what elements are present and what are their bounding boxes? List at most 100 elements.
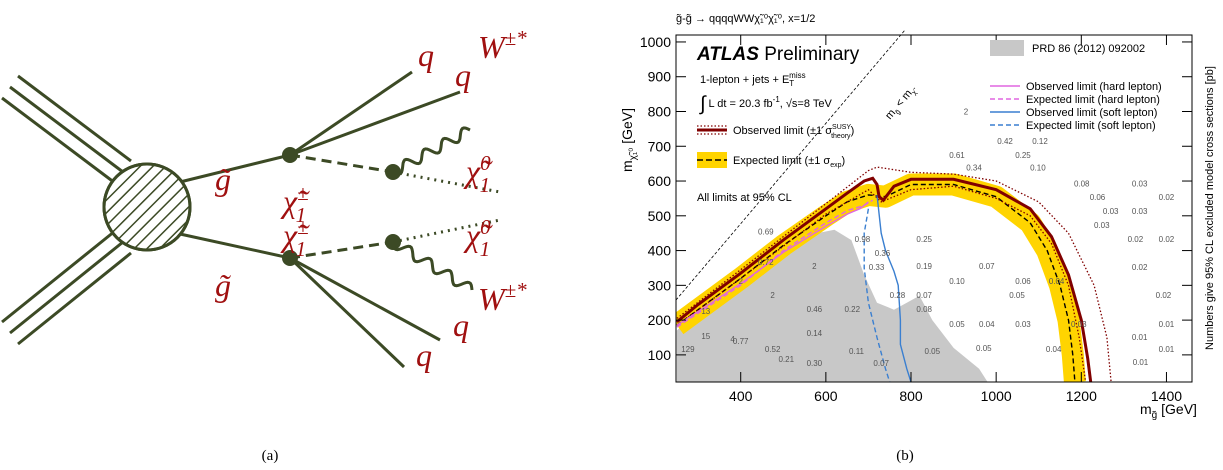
cross-section-label: 0.07 [979,262,995,271]
gluino-line [179,232,291,260]
y-tick-label: 600 [648,173,672,189]
legend-label: Observed limit (soft lepton) [1026,107,1157,119]
cross-section-label: 0.07 [873,359,889,368]
cross-section-label: 0.01 [1159,320,1175,329]
cross-section-label: 0.01 [1133,358,1149,367]
cross-section-label: 0.02 [1159,235,1175,244]
legend-label: Expected limit (soft lepton) [1026,120,1156,132]
legend-text: Observed limit (±1 σ [733,125,832,137]
luminosity-label: ∫ L dt = 20.3 fb-1, √s=8 TeV [699,93,832,115]
cross-section-label: 0.25 [916,235,932,244]
cross-section-label: 0.08 [916,305,932,314]
cross-section-label: 0.03 [1094,221,1110,230]
cross-section-label: 2 [738,277,743,286]
cross-section-label: 0.08 [1074,179,1090,188]
vertex [282,147,298,163]
legend-text: Observed limit (soft lepton) [1026,107,1157,119]
cross-section-label: 0.05 [925,347,941,356]
quark-line [289,90,461,157]
cross-section-label: 0.10 [1030,163,1046,172]
cross-section-label: 0.04 [1046,345,1062,354]
cross-section-label: 0.07 [916,291,932,300]
limit-line [676,185,1087,382]
x-tick-label: 1000 [981,388,1012,404]
legend: PRD 86 (2012) 092002 Observed limit (±1 σ… [697,40,1162,169]
channel-label: 1-lepton + jets + ETmiss [700,71,806,88]
limit-line [863,208,891,382]
cross-section-label: 0.25 [1015,151,1031,160]
y-tick-label: 300 [648,277,672,293]
legend-label: PRD 86 (2012) 092002 [1032,43,1145,55]
chargino-line [289,153,394,174]
cross-section-label: 0.03 [1071,320,1087,329]
x-tick-label: 1400 [1151,388,1182,404]
legend-swatch [990,40,1024,56]
beam-line [9,85,124,174]
cross-section-label: 0.03 [1132,207,1148,216]
cross-section-label: 0.01 [1159,345,1175,354]
cross-section-label: 0.36 [875,249,891,258]
legend-text: Expected limit (hard lepton) [1026,94,1160,106]
chargino-line [289,240,394,260]
kinematic-limit [675,29,906,301]
legend-text: ) [851,125,855,137]
legend-text: PRD 86 (2012) 092002 [1032,43,1145,55]
cross-section-label: 0.98 [855,235,871,244]
w-boson-line [392,126,471,176]
beam-line [9,240,124,335]
y-tick-label: 900 [648,69,672,85]
cross-section-label: 2 [812,262,817,271]
cross-section-label: 0.10 [949,277,965,286]
cross-section-label: 0.61 [949,151,965,160]
beam-line [1,229,116,324]
legend-text: SUSY [832,124,851,131]
chargino-label: χ̃± 1 [280,181,310,227]
cross-section-label: 0.02 [1132,263,1148,272]
cross-section-label: 2 [964,107,969,116]
cross-section-label: 0.06 [1090,193,1106,202]
cross-section-label: 0.02 [1156,291,1172,300]
neutralino-label: χ̃0 1 [463,151,493,197]
vertex [282,250,298,266]
w-label: W±* [478,278,527,317]
cross-section-label: 0.19 [916,262,932,271]
chargino-label: χ̃± 1 [280,215,310,261]
cross-section-label: 0.05 [976,344,992,353]
chart-title: g̃-g̃ → qqqqWWχ̃₁⁰χ̃₁⁰, x=1/2 [676,13,815,25]
legend-label: Expected limit (±1 σexp) [733,155,845,169]
legend-text: ) [842,155,846,167]
plot-frame [675,34,1193,383]
cross-section-label: 0.04 [979,320,995,329]
legend-label: Expected limit (hard lepton) [1026,94,1160,106]
gluino-line [179,153,291,184]
quark-line [288,256,406,369]
beam-line [17,251,132,346]
y-tick-label: 200 [648,312,672,328]
cross-section-label: 0.11 [849,347,865,356]
y-tick-label: 500 [648,208,672,224]
quark-line [289,70,413,157]
beam-line [1,96,116,185]
cross-section-label: 0.52 [765,345,781,354]
cross-section-label: 0.72 [758,258,774,267]
neutralino-label: χ̃0 1 [463,215,493,261]
cross-section-label: 0.04 [1049,277,1065,286]
y-tick-label: 1000 [640,34,671,50]
cross-section-label: 0.02 [1159,193,1175,202]
cl-note: All limits at 95% CL [697,192,792,204]
y-tick-label: 100 [648,347,672,363]
caption: (a) [262,448,279,464]
cross-section-label: 0.34 [966,163,982,172]
gluino-label: g̃ [215,267,231,303]
cross-section-label: 0.03 [1132,179,1148,188]
cross-section-label: 0.05 [949,320,965,329]
x-tick-label: 800 [899,388,923,404]
w-label: W±* [478,26,527,65]
cross-section-label: 0.46 [807,305,823,314]
cross-section-label: 0.01 [1132,333,1148,342]
limit-line [676,199,874,328]
limit-line [876,194,912,382]
cross-section-label: 0.30 [807,359,823,368]
